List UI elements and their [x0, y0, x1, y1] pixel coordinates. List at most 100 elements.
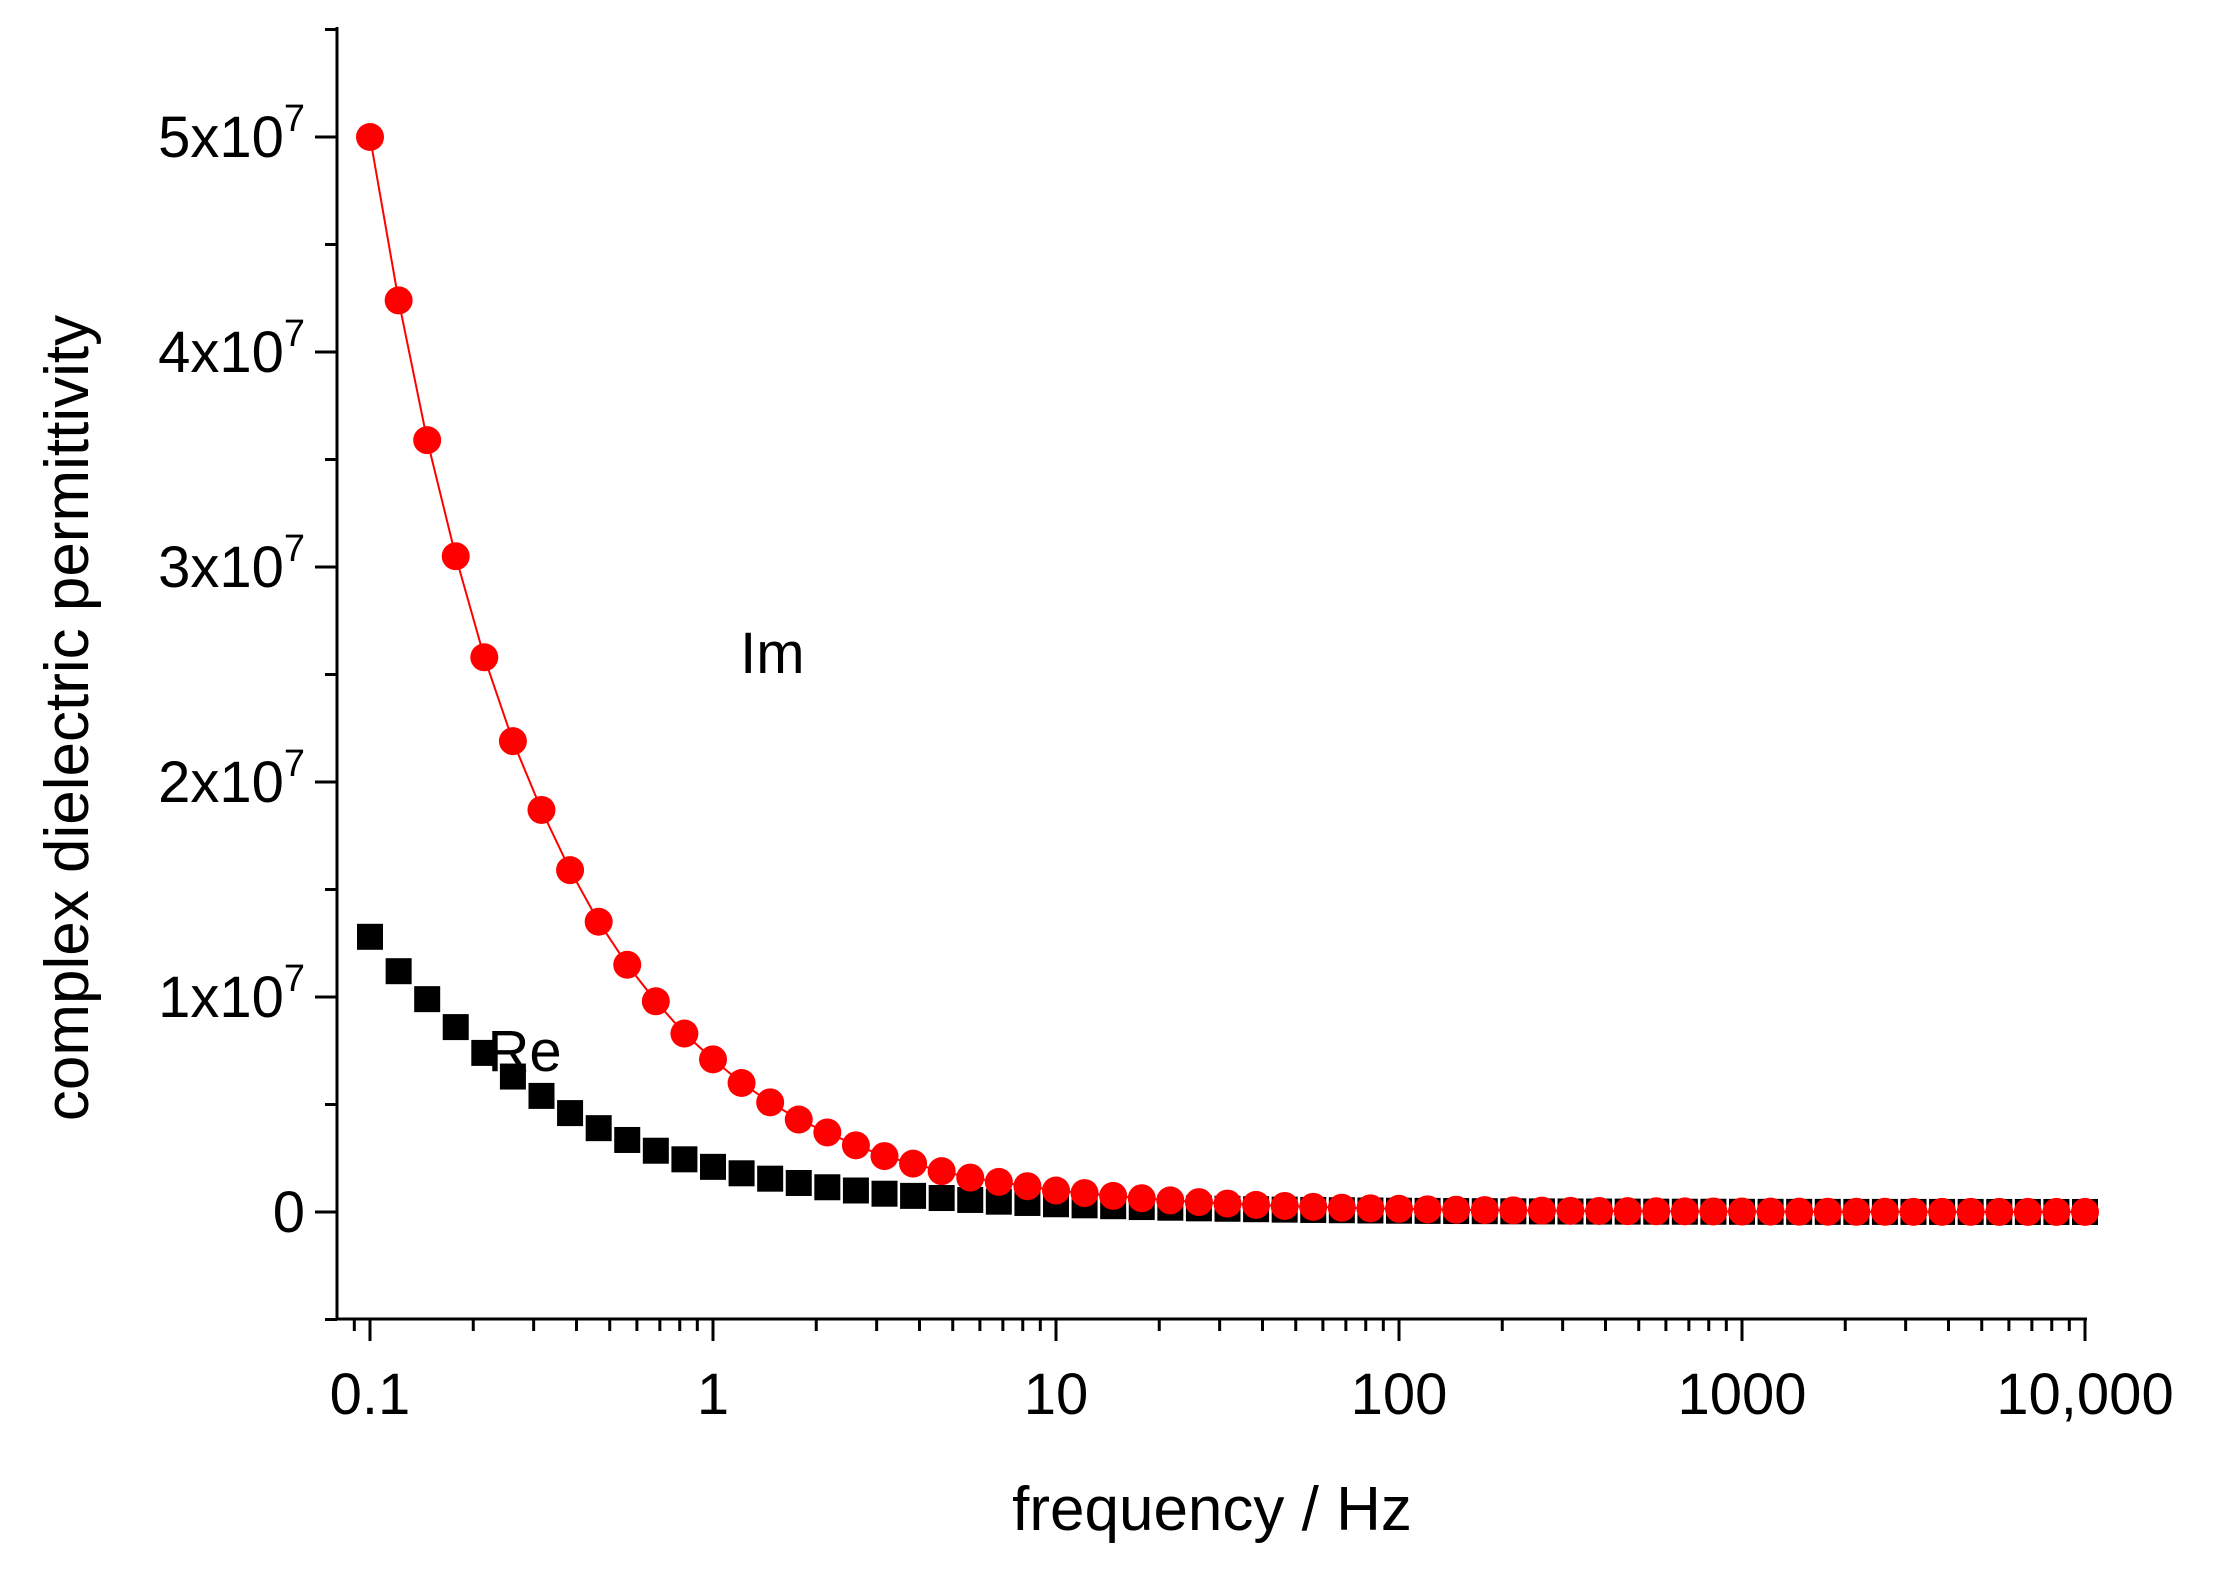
- im-data-point: [641, 987, 670, 1016]
- re-data-point: [700, 1153, 726, 1180]
- im-data-point: [1699, 1197, 1728, 1226]
- im-data-point: [1527, 1196, 1556, 1225]
- x-tick-label: 10,000: [1996, 1362, 2173, 1427]
- series-label-re: Re: [487, 1019, 561, 1084]
- im-data-point: [2042, 1197, 2071, 1226]
- im-data-point: [1642, 1197, 1671, 1226]
- im-data-point: [1499, 1196, 1528, 1225]
- im-data-point: [470, 643, 499, 672]
- im-data-point: [784, 1105, 813, 1134]
- im-data-point: [670, 1019, 699, 1048]
- y-tick-label: 0: [273, 1180, 305, 1245]
- x-tick-label: 100: [1351, 1362, 1448, 1427]
- im-data-point: [1127, 1184, 1156, 1213]
- y-axis-title: complex dielectric permittivity: [33, 315, 102, 1121]
- re-data-point: [557, 1100, 584, 1127]
- im-data-point: [1356, 1194, 1385, 1223]
- y-tick-label: 4x107: [158, 313, 305, 385]
- im-data-point: [1184, 1188, 1213, 1217]
- labels: 0 1x107 2x107 3x107 4x107 5x107 0.1 1 10 100 1000 1…: [33, 98, 2174, 1544]
- im-data-point: [1442, 1195, 1471, 1224]
- im-data-point: [984, 1167, 1013, 1196]
- im-data-point: [1556, 1196, 1585, 1225]
- im-data-point: [841, 1131, 870, 1160]
- im-data-point: [1899, 1197, 1928, 1226]
- x-axis-title: frequency / Hz: [1012, 1475, 1412, 1544]
- im-data-point: [1785, 1197, 1814, 1226]
- im-data-point: [1870, 1197, 1899, 1226]
- im-data-point: [1099, 1181, 1128, 1210]
- im-data-point: [584, 907, 613, 936]
- im-data-point: [441, 542, 470, 571]
- re-data-point: [642, 1137, 669, 1164]
- im-data-point: [384, 286, 413, 315]
- axes: [315, 27, 2087, 1341]
- re-data-point: [785, 1169, 812, 1196]
- im-data-point: [699, 1045, 727, 1074]
- re-data-point: [728, 1160, 755, 1187]
- im-data-point: [727, 1069, 756, 1097]
- im-data-point: [1756, 1197, 1785, 1226]
- re-data-point: [471, 1039, 498, 1066]
- im-data-point: [1670, 1197, 1699, 1226]
- im-data-point: [1042, 1176, 1070, 1205]
- series-label-im: Im: [740, 621, 804, 686]
- im-data-point: [1470, 1196, 1499, 1225]
- im-data-point: [1385, 1194, 1413, 1223]
- im-data-point: [1299, 1192, 1328, 1221]
- im-data-point: [899, 1149, 928, 1178]
- re-data-point: [442, 1014, 469, 1041]
- x-tick-label: 0.1: [330, 1362, 411, 1427]
- re-data-point: [842, 1177, 869, 1204]
- im-data-point: [1270, 1191, 1299, 1220]
- re-data-point: [585, 1115, 612, 1142]
- im-data-point: [413, 426, 442, 455]
- im-data-point: [870, 1142, 899, 1171]
- re-data-point: [871, 1180, 898, 1207]
- im-series-line: [369, 136, 2085, 1213]
- x-tick-label: 1000: [1677, 1362, 1806, 1427]
- im-data-point: [813, 1118, 842, 1147]
- im-data-point: [1842, 1197, 1871, 1226]
- re-data-point: [357, 923, 383, 950]
- im-data-point: [527, 795, 556, 824]
- im-data-point: [613, 950, 642, 979]
- im-series-group: [356, 123, 2099, 1226]
- x-tick-label: 10: [1024, 1362, 1089, 1427]
- re-data-point: [928, 1185, 955, 1212]
- y-tick-label: 1x107: [158, 958, 305, 1030]
- im-data-point: [1413, 1195, 1442, 1224]
- re-data-point: [385, 958, 412, 985]
- im-data-point: [1242, 1190, 1271, 1219]
- y-tick-label: 2x107: [158, 743, 305, 815]
- re-data-point: [528, 1082, 555, 1109]
- y-tick-label: 3x107: [158, 528, 305, 600]
- re-data-point: [757, 1165, 784, 1192]
- im-data-point: [756, 1088, 785, 1117]
- re-data-point: [814, 1174, 841, 1201]
- im-data-point: [556, 856, 585, 885]
- im-data-point: [1327, 1193, 1356, 1222]
- re-data-point: [900, 1182, 927, 1209]
- im-data-point: [2013, 1197, 2042, 1226]
- im-series-line-group: [369, 136, 2085, 1213]
- im-data-point: [498, 727, 527, 756]
- im-data-point: [1813, 1197, 1842, 1226]
- im-data-point: [1156, 1186, 1185, 1215]
- im-data-point: [1585, 1196, 1614, 1225]
- im-data-point: [2071, 1197, 2099, 1226]
- im-data-point: [1728, 1197, 1756, 1226]
- im-data-point: [1213, 1189, 1242, 1218]
- re-data-point: [671, 1146, 698, 1173]
- im-data-point: [1956, 1197, 1985, 1226]
- im-data-point: [1928, 1197, 1957, 1226]
- re-data-point: [499, 1063, 526, 1090]
- im-data-point: [956, 1163, 985, 1192]
- re-data-point: [614, 1126, 641, 1153]
- im-data-point: [1613, 1197, 1642, 1226]
- re-data-point: [414, 986, 441, 1013]
- im-data-point: [927, 1157, 956, 1186]
- im-data-point: [356, 123, 384, 151]
